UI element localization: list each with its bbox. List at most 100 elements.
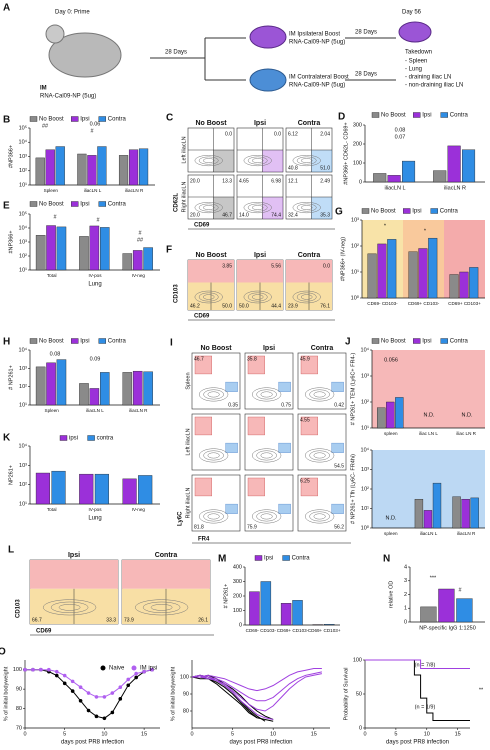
legend-label: Contra	[450, 113, 469, 119]
gate-region	[237, 260, 283, 283]
row-label: Right iliacLN	[181, 182, 187, 213]
tissue: - Spleen	[405, 59, 427, 65]
point	[86, 708, 91, 713]
point	[78, 685, 83, 689]
legend-swatch	[403, 208, 411, 214]
point	[126, 677, 131, 682]
gate-percent: 12.1	[288, 178, 298, 184]
x-tick-label: iliacLN R	[129, 408, 148, 413]
legend-swatch	[440, 338, 448, 344]
contour	[243, 202, 272, 214]
x-tick-label: 0	[190, 731, 193, 737]
x-tick-label: iliacLN L	[384, 185, 405, 191]
panel-label: O	[0, 647, 6, 658]
y-tick-label: 10³	[19, 154, 27, 160]
y-tick-label: 10⁰	[351, 294, 360, 301]
legend-label: Contra	[440, 209, 459, 215]
panel-label: F	[166, 245, 172, 256]
gate-percent: 40.8	[288, 165, 298, 171]
vaccine: RNA-Cal09-NP (5ug)	[289, 83, 345, 89]
legend-label: Contra	[108, 202, 127, 208]
y-tick-label: 10⁰	[361, 524, 370, 531]
bar	[420, 606, 437, 623]
contour	[202, 158, 215, 163]
point	[86, 691, 91, 695]
contour	[207, 391, 220, 398]
contour	[300, 294, 313, 300]
column-title: Ipsi	[254, 252, 266, 259]
legend-swatch	[87, 435, 95, 441]
x-axis-label: CD69	[36, 629, 52, 635]
bar	[414, 498, 424, 529]
gate-region	[30, 560, 118, 589]
bar	[260, 581, 272, 626]
y-axis-label: relative OD	[388, 581, 394, 609]
legend-marker	[100, 665, 106, 671]
x-tick-label: IV-pos	[88, 273, 102, 278]
panel-label: L	[8, 545, 14, 556]
x-tick-label: Total	[47, 273, 57, 278]
gate-percent: 46.7	[194, 356, 204, 362]
point	[62, 681, 67, 686]
y-axis-label: # NP261+ TEM (Ly6C+ FR4-)	[350, 353, 356, 426]
x-axis-label: CD69	[194, 314, 210, 320]
column-title: Contra	[298, 120, 321, 127]
y-tick-label: 50	[356, 691, 362, 697]
x-tick-label: iliacLN L	[420, 531, 438, 536]
panel-label: E	[3, 201, 10, 212]
point	[23, 667, 27, 672]
point	[110, 710, 115, 715]
contour	[203, 389, 224, 400]
bar	[35, 366, 46, 406]
contour	[251, 448, 282, 463]
contour	[313, 513, 326, 520]
legend-swatch	[70, 116, 79, 122]
gate-percent: 51.0	[320, 165, 330, 171]
row-label: Right iliacLN	[185, 488, 191, 519]
gate-region	[194, 416, 212, 436]
annotation: ##	[42, 123, 49, 129]
bar	[118, 155, 129, 186]
x-tick-label: spleen	[384, 531, 398, 536]
legend-swatch	[98, 338, 107, 344]
y-tick-label: 10²	[19, 482, 27, 488]
series-line	[365, 659, 470, 669]
annotation: **	[479, 687, 484, 693]
legend-swatch	[413, 338, 421, 344]
annotation: #	[458, 587, 462, 593]
legend-swatch	[413, 112, 421, 118]
gate-percent: 56.2	[334, 524, 344, 530]
series-line	[191, 673, 322, 712]
x-axis-label: Lung	[88, 282, 101, 288]
gate-percent: 73.9	[124, 617, 134, 623]
bar	[46, 225, 56, 271]
y-tick-label: 10¹	[19, 267, 27, 273]
y-tick-label: 10⁵	[19, 124, 27, 131]
tissue: - draining iliac LN	[405, 75, 451, 81]
gate-percent: 50.0	[222, 303, 232, 309]
y-tick-label: 80	[183, 708, 189, 714]
contour	[198, 292, 219, 302]
point	[54, 673, 59, 678]
y-tick-label: 10⁴	[19, 346, 28, 353]
bar	[35, 235, 46, 271]
y-tick-label: 10²	[19, 253, 27, 259]
contour	[198, 387, 229, 402]
x-tick-label: Spleen	[45, 408, 60, 413]
bar	[323, 624, 335, 626]
annotation: 0.07	[395, 134, 406, 140]
bar	[249, 591, 260, 626]
panel-label: K	[3, 433, 11, 444]
gate-percent: 32.4	[288, 212, 298, 218]
legend-label: IM ipsi	[140, 666, 157, 672]
bar	[99, 372, 110, 406]
bar	[35, 157, 45, 186]
bar	[45, 149, 55, 186]
contour	[296, 156, 317, 165]
x-axis-label: Lung	[88, 516, 101, 522]
gate-percent: 0.75	[281, 402, 291, 408]
mouse	[249, 25, 287, 49]
y-tick-label: 10¹	[351, 269, 359, 275]
contour	[296, 292, 317, 302]
annotation: 0.06	[90, 121, 101, 127]
